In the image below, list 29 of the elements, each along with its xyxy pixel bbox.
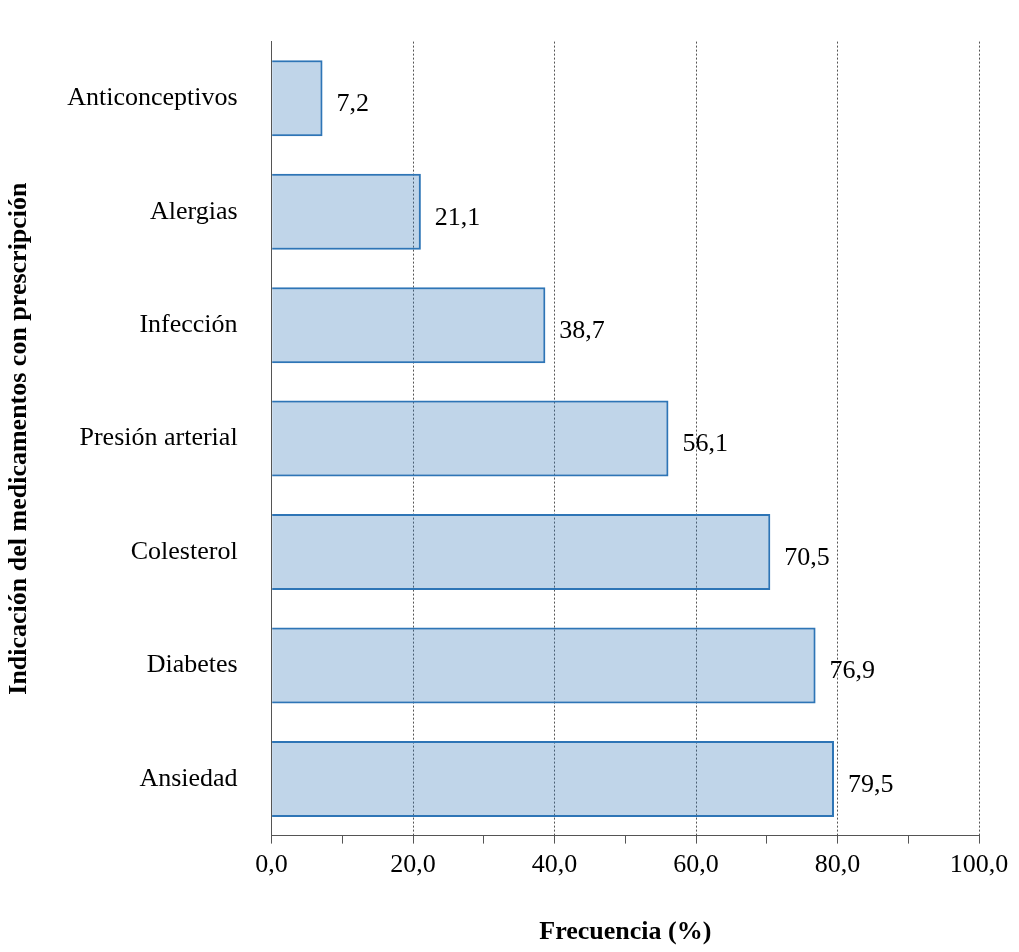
bar [272,287,546,364]
data-label: 79,5 [847,768,894,798]
y-tick-label: Presión arterial [79,422,238,452]
bar [272,627,816,704]
bar [272,60,323,137]
data-label: 56,1 [682,428,728,458]
x-tick-label: 20,0 [390,849,436,879]
x-tick-label: 80,0 [814,849,861,879]
data-label: 21,1 [434,201,481,231]
bar [272,173,421,250]
y-tick-label: Infección [139,309,238,338]
y-tick-label: Diabetes [146,649,238,679]
data-label: 76,9 [829,655,876,685]
data-label: 38,7 [559,315,605,344]
bar [272,740,834,817]
y-tick-label: Alergias [149,195,238,225]
bar [272,514,771,591]
x-tick-label: 100,0 [949,849,1009,879]
data-label: 70,5 [784,541,830,571]
data-label: 7,2 [336,88,370,118]
x-tick-label: 60,0 [673,849,719,879]
x-tick-label: 40,0 [531,849,578,879]
y-axis-title: Indicación del medicamentos con prescripción [3,181,33,695]
y-tick-label: Anticonceptivos [67,82,238,112]
bar [272,400,669,477]
y-tick-label: Colesterol [130,535,238,565]
x-axis-title: Frecuencia (%) [539,916,712,946]
x-tick-label: 0,0 [255,849,288,879]
y-tick-label: Ansiedad [139,762,238,792]
